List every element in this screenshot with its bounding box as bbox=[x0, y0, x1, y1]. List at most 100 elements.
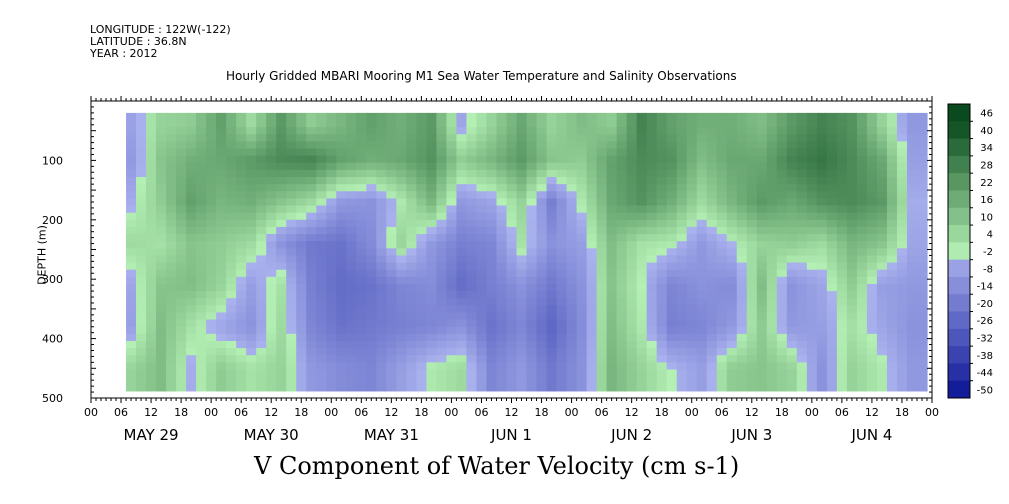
heatmap-cell bbox=[746, 112, 758, 121]
heatmap-cell bbox=[646, 205, 658, 214]
heatmap-cell bbox=[716, 291, 728, 299]
heatmap-cell bbox=[636, 120, 648, 128]
heatmap-cell bbox=[296, 177, 307, 185]
heatmap-cell bbox=[496, 120, 508, 128]
heatmap-cell bbox=[776, 269, 788, 278]
heatmap-cell bbox=[476, 376, 488, 385]
heatmap-cell bbox=[606, 148, 618, 157]
heatmap-cell bbox=[876, 348, 888, 356]
heatmap-cell bbox=[656, 340, 668, 349]
heatmap-cell bbox=[866, 291, 878, 299]
x-tick-label: 00 bbox=[805, 406, 819, 419]
heatmap-cell bbox=[306, 241, 317, 249]
heatmap-cell bbox=[526, 269, 538, 278]
x-day-label: MAY 30 bbox=[244, 426, 299, 444]
colorbar-swatch bbox=[948, 104, 970, 122]
heatmap-cell bbox=[366, 312, 377, 321]
heatmap-cell bbox=[456, 319, 468, 328]
heatmap-cell bbox=[386, 305, 397, 314]
heatmap-cell bbox=[576, 340, 588, 349]
heatmap-cell bbox=[436, 326, 448, 335]
heatmap-cell bbox=[406, 348, 417, 356]
heatmap-cell bbox=[556, 333, 568, 342]
heatmap-cell bbox=[766, 212, 778, 221]
heatmap-cell bbox=[276, 333, 287, 342]
heatmap-cell bbox=[846, 191, 858, 200]
heatmap-cell bbox=[126, 376, 137, 385]
heatmap-cell bbox=[186, 362, 197, 371]
heatmap-cell bbox=[756, 319, 768, 328]
heatmap-cell bbox=[226, 383, 237, 392]
heatmap-cell bbox=[666, 376, 678, 385]
heatmap-cell bbox=[876, 112, 888, 121]
heatmap-cell bbox=[366, 212, 377, 221]
heatmap-cell bbox=[456, 212, 468, 221]
heatmap-cell bbox=[236, 283, 247, 292]
heatmap-cell bbox=[316, 226, 327, 235]
heatmap-cell bbox=[496, 205, 508, 214]
heatmap-cell bbox=[706, 340, 718, 349]
heatmap-cell bbox=[686, 348, 698, 356]
heatmap-cell bbox=[266, 212, 277, 221]
heatmap-cell bbox=[136, 120, 147, 128]
heatmap-cell bbox=[216, 134, 227, 142]
heatmap-cell bbox=[816, 326, 828, 335]
heatmap-cell bbox=[586, 255, 598, 264]
heatmap-cell bbox=[326, 141, 337, 150]
heatmap-cell bbox=[476, 141, 488, 150]
heatmap-cell bbox=[606, 369, 618, 378]
heatmap-cell bbox=[146, 148, 157, 157]
heatmap-cell bbox=[196, 212, 207, 221]
heatmap-cell bbox=[136, 198, 147, 207]
heatmap-cell bbox=[496, 212, 508, 221]
heatmap-cell bbox=[156, 255, 167, 264]
heatmap-cell bbox=[296, 312, 307, 321]
heatmap-cell bbox=[636, 241, 648, 249]
heatmap-cell bbox=[516, 169, 528, 178]
heatmap-cell bbox=[526, 226, 538, 235]
heatmap-cell bbox=[616, 376, 628, 385]
heatmap-cell bbox=[246, 219, 257, 228]
heatmap-cell bbox=[166, 127, 177, 135]
heatmap-cell bbox=[156, 333, 167, 342]
heatmap-cell bbox=[916, 312, 928, 321]
heatmap-cell bbox=[786, 383, 798, 392]
heatmap-cell bbox=[236, 141, 247, 150]
heatmap-cell bbox=[236, 305, 247, 314]
heatmap-cell bbox=[756, 248, 768, 257]
heatmap-cell bbox=[176, 340, 187, 349]
heatmap-cell bbox=[606, 219, 618, 228]
heatmap-cell bbox=[206, 120, 217, 128]
heatmap-cell bbox=[706, 291, 718, 299]
heatmap-cell bbox=[536, 212, 548, 221]
heatmap-cell bbox=[236, 326, 247, 335]
heatmap-cell bbox=[466, 355, 478, 363]
heatmap-cell bbox=[296, 191, 307, 200]
heatmap-cell bbox=[826, 291, 838, 299]
heatmap-cell bbox=[556, 226, 568, 235]
heatmap-cell bbox=[186, 226, 197, 235]
heatmap-cell bbox=[726, 319, 738, 328]
heatmap-cell bbox=[876, 326, 888, 335]
heatmap-cell bbox=[156, 127, 167, 135]
heatmap-cell bbox=[396, 291, 407, 299]
heatmap-cell bbox=[716, 148, 728, 157]
heatmap-cell bbox=[266, 333, 277, 342]
heatmap-cell bbox=[626, 355, 638, 363]
heatmap-cell bbox=[396, 212, 407, 221]
heatmap-cell bbox=[456, 276, 468, 285]
heatmap-cell bbox=[366, 155, 377, 164]
heatmap-cell bbox=[626, 198, 638, 207]
heatmap-cell bbox=[486, 234, 498, 242]
heatmap-cell bbox=[536, 234, 548, 242]
heatmap-cell bbox=[906, 319, 918, 328]
heatmap-cell bbox=[336, 219, 347, 228]
heatmap-cell bbox=[906, 155, 918, 164]
heatmap-cell bbox=[496, 291, 508, 299]
heatmap-cell bbox=[446, 348, 458, 356]
heatmap-cell bbox=[806, 305, 818, 314]
heatmap-cell bbox=[886, 283, 898, 292]
heatmap-cell bbox=[666, 120, 678, 128]
heatmap-cell bbox=[276, 112, 287, 121]
heatmap-cell bbox=[876, 205, 888, 214]
